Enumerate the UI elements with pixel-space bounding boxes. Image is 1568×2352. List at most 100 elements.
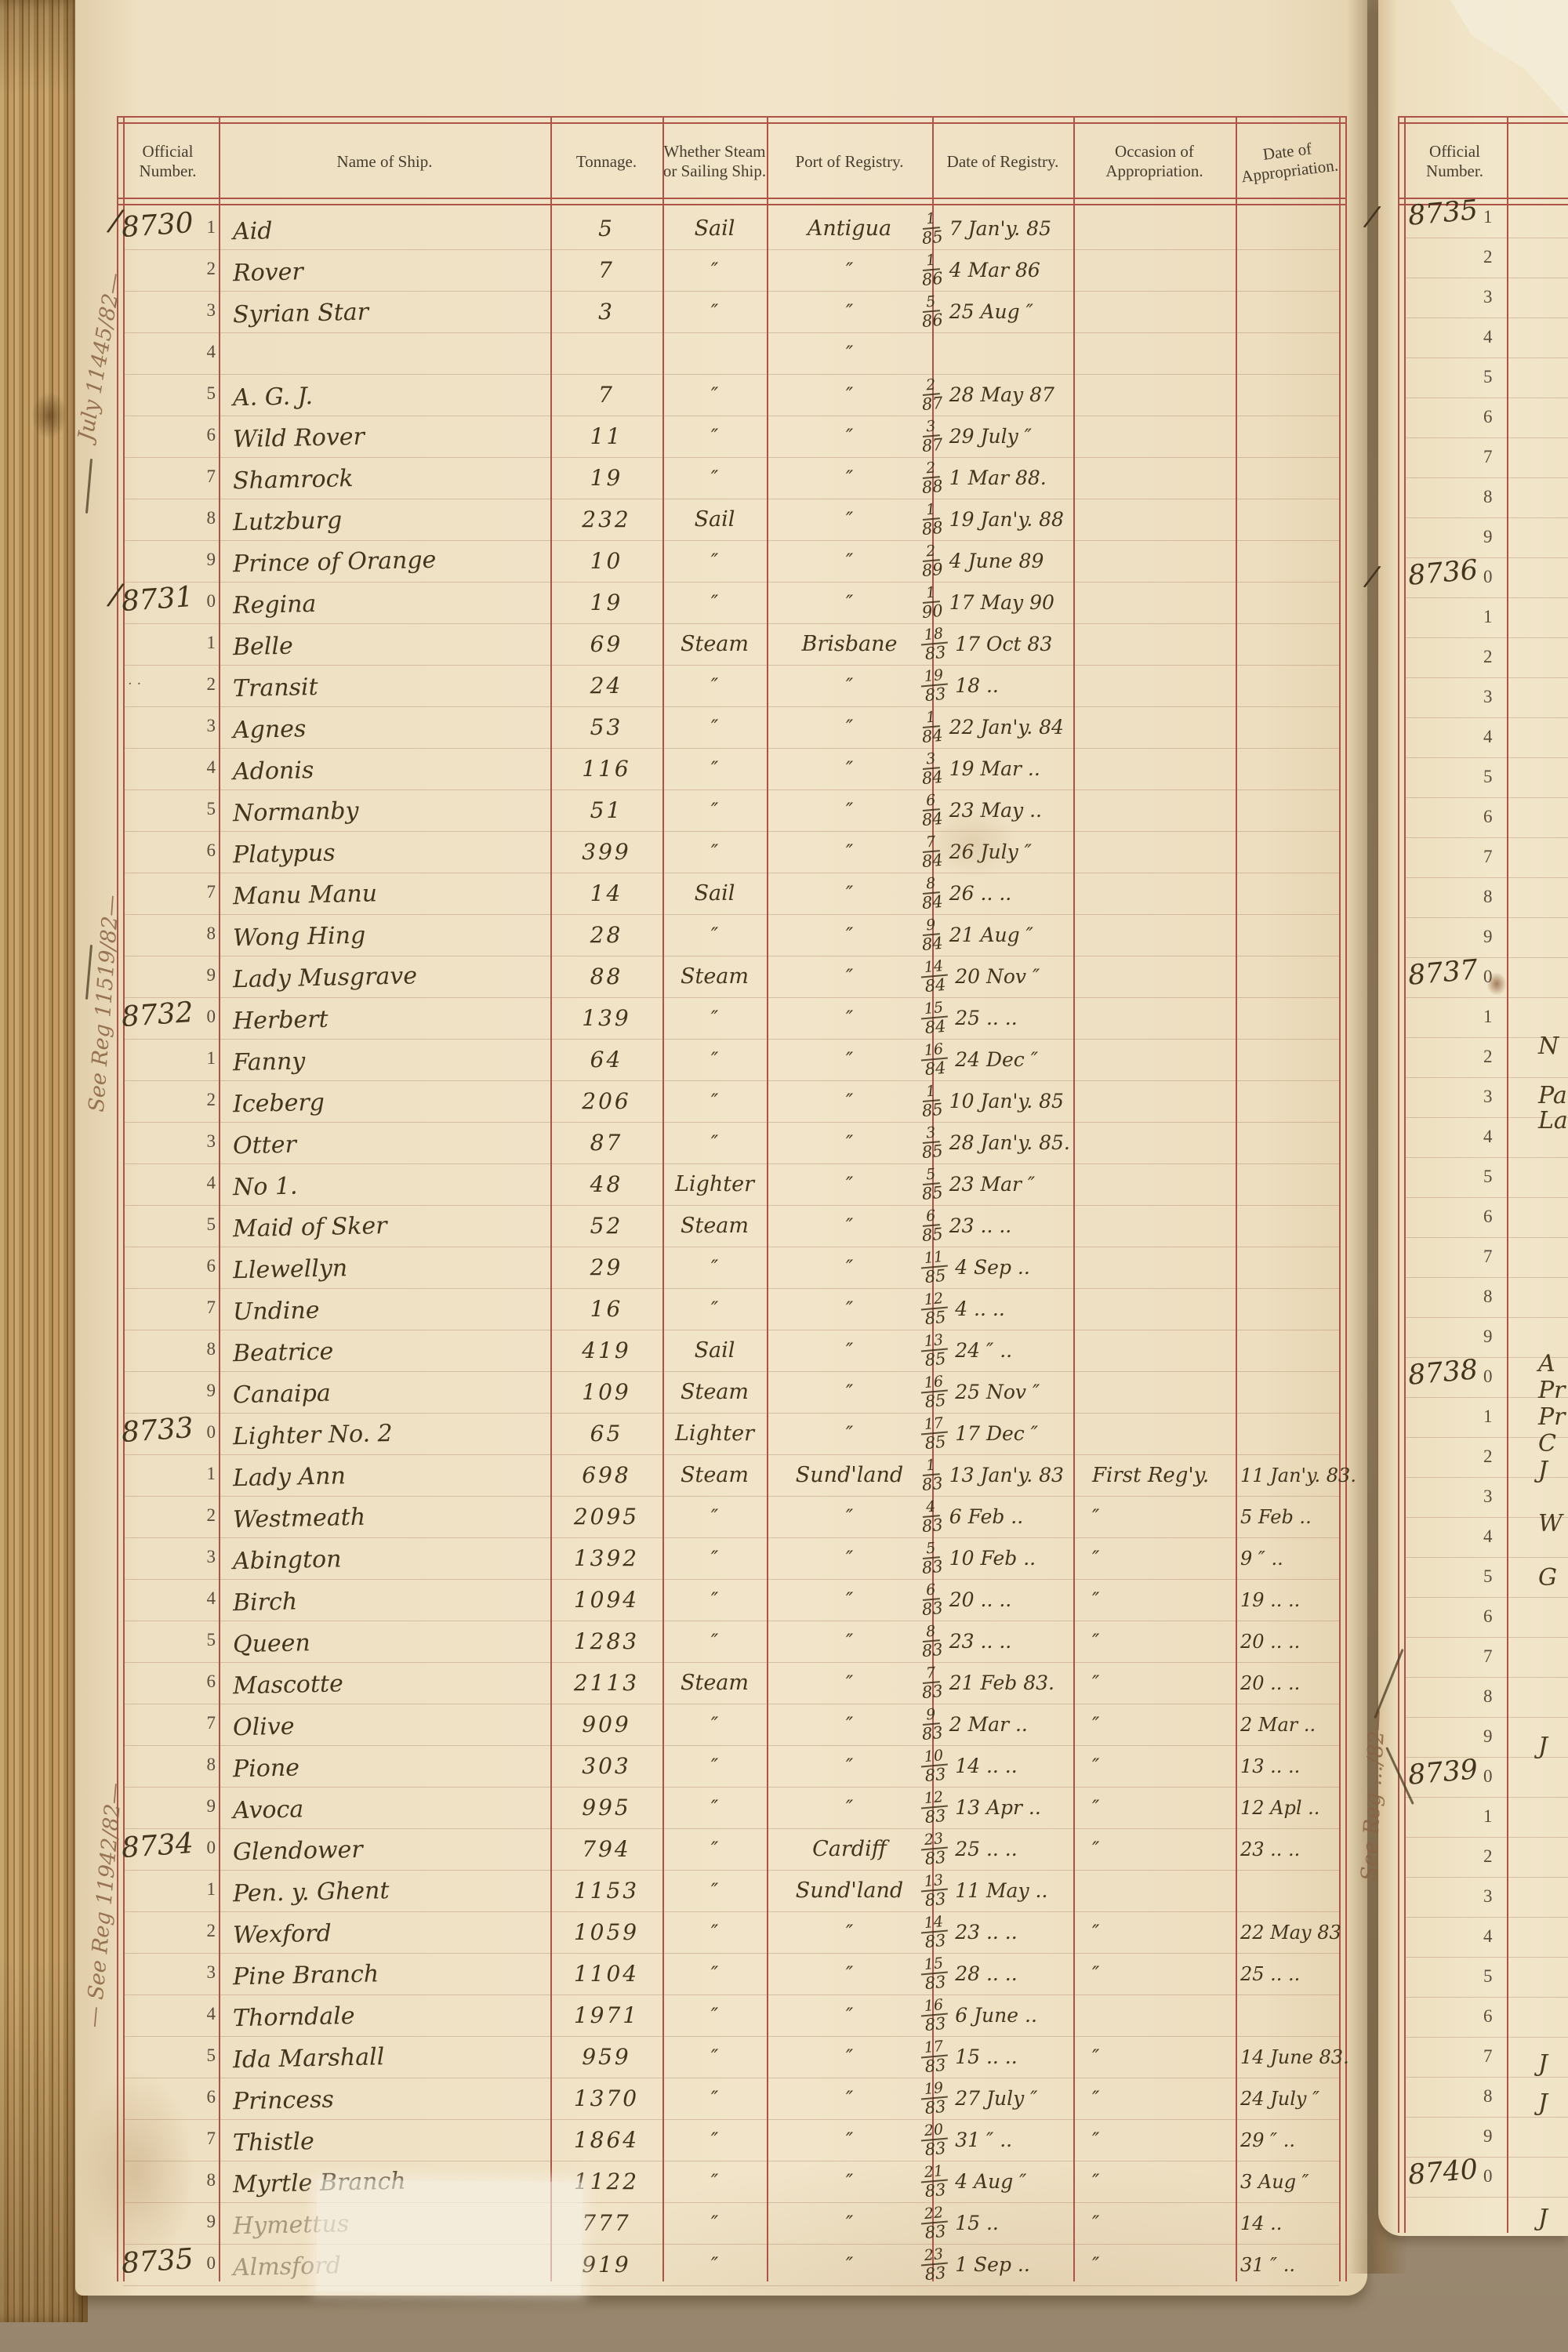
row-rule [123, 1662, 1339, 1663]
registry-date: 17 May 90 [949, 591, 1054, 614]
registry-date: 23 .. .. [949, 1214, 1012, 1237]
table-row: 8740 0 [1378, 2154, 1568, 2197]
table-row: 5 [1378, 1157, 1568, 1197]
port-cell: ″ [845, 1505, 854, 1528]
row-digit: 7 [1483, 1646, 1493, 1666]
row-digit: 0 [206, 1838, 216, 1857]
table-row: 9 [1378, 917, 1568, 957]
official-number-cell: 5 [117, 1205, 219, 1247]
row-digit: 8 [206, 1755, 216, 1774]
rig-cell: Sail [694, 216, 735, 241]
date-of-registry-cell: 23 83 1 Sep .. [920, 2244, 1073, 2285]
registry-fraction: 2 89 [920, 542, 944, 580]
rig-cell: Sail [694, 507, 735, 532]
torn-page-corner [1450, 0, 1568, 118]
row-digit: 7 [1483, 847, 1493, 866]
registry-date: 2 Mar .. [949, 1713, 1028, 1736]
registry-fraction: 12 85 [920, 1290, 949, 1328]
fraction-numerator: 1 [921, 583, 941, 604]
registry-date: 20 Nov ″ [955, 965, 1040, 988]
row-digit: 8 [206, 2170, 216, 2190]
rig-cell: ″ [710, 1007, 719, 1029]
date-of-registry-cell: 8 83 23 .. .. [921, 1621, 1073, 1662]
date-of-registry-cell: 16 84 24 Dec ″ [920, 1039, 1073, 1080]
rig-cell: ″ [710, 2212, 719, 2234]
table-row: 9 Hymettus 777 ″ ″ 22 83 15 .. ″ 14 .. [75, 2202, 1367, 2244]
date-of-registry-cell: 16 85 25 Nov ″ [920, 1371, 1073, 1413]
tonnage-cell: 1283 [573, 1628, 640, 1654]
rig-cell: ″ [710, 2170, 719, 2193]
table-row: 3 Abington 1392 ″ ″ 5 83 10 Feb .. ″ 9 ″ .. [75, 1537, 1367, 1579]
table-row: 5 Queen 1283 ″ ″ 8 83 23 .. .. ″ 20 .. .. [75, 1621, 1367, 1662]
fraction-year: 83 [924, 1889, 947, 1910]
table-row: 6 [1378, 397, 1568, 437]
row-rule [123, 1080, 1339, 1081]
fraction-year: 85 [924, 1265, 947, 1287]
port-cell: ″ [845, 1256, 854, 1279]
tonnage-cell: 1370 [573, 2085, 640, 2111]
registry-date: 7 Jan'y. 85 [949, 217, 1051, 240]
row-rule [123, 789, 1339, 790]
port-cell: ″ [845, 1048, 854, 1071]
registry-date: 23 .. .. [955, 1921, 1018, 1944]
row-digit: 8 [1483, 1686, 1493, 1706]
registry-date: 21 Feb 83. [949, 1671, 1054, 1694]
tonnage-cell: 794 [582, 1836, 631, 1862]
occasion-cell: ″ [1092, 1588, 1100, 1611]
registry-date: 21 Aug ″ [949, 924, 1033, 946]
table-row: 3 Syrian Star 3 ″ ″ 5 86 25 Aug ″ [75, 291, 1367, 332]
date-of-appropriation-cell: 3 Aug ″ [1240, 2170, 1309, 2193]
table-row: ∕ 8730 1 Aid 5 Sail Antigua 1 85 7 Jan'y. 85 [75, 202, 1367, 249]
official-number-cell: 9 [117, 1787, 219, 1828]
table-row: 3 [1378, 1477, 1568, 1517]
occasion-cell: ″ [1092, 2129, 1100, 2151]
table-row: 87370 [1378, 954, 1568, 997]
row-digit: 1 [206, 633, 216, 652]
row-digit: 8 [1483, 487, 1493, 506]
tonnage-cell: 29 [590, 1254, 623, 1280]
row-rule [123, 1496, 1339, 1497]
rig-cell: ″ [710, 1588, 719, 1611]
date-of-appropriation-cell: 12 Apl .. [1240, 1796, 1320, 1819]
official-number-cell: 6 [117, 831, 219, 873]
row-digit: 2 [1483, 1846, 1493, 1866]
table-row: 1 [1378, 1397, 1568, 1437]
registry-date: 4 Aug ″ [955, 2170, 1027, 2193]
header-rule [1398, 198, 1568, 199]
row-digit: 4 [206, 1173, 216, 1192]
date-of-registry-cell: 3 84 19 Mar .. [921, 748, 1073, 789]
rig-cell: ″ [710, 1962, 719, 1985]
tonnage-cell: 1864 [573, 2127, 640, 2153]
ship-name-cell: No 1. [232, 1172, 298, 1202]
row-rule [123, 748, 1339, 749]
edge-text-fragment: J [1538, 1733, 1548, 1760]
date-of-appropriation-cell: 31 ″ .. [1240, 2253, 1296, 2276]
ship-name-cell: Fanny [232, 1047, 306, 1077]
registry-date: 24 Dec ″ [955, 1048, 1039, 1071]
ship-name-cell: Rover [232, 258, 304, 288]
row-rule [1404, 1197, 1568, 1198]
fraction-year: 83 [924, 1847, 947, 1868]
table-row: 9 [1378, 1317, 1568, 1357]
registry-date: 28 May 87 [949, 383, 1054, 406]
row-digit: 4 [206, 2004, 216, 2024]
row-digit: 6 [1483, 1606, 1493, 1626]
tonnage-cell: 206 [582, 1088, 631, 1114]
fraction-numerator: 2 [921, 376, 941, 396]
date-of-registry-cell: 10 83 14 .. .. [920, 1745, 1073, 1787]
official-number-cell: 5 [117, 2036, 219, 2078]
col-header-date-of-appropriation: Date of Appropriation. [1240, 139, 1340, 187]
official-number: 8735 [1406, 194, 1479, 232]
fraction-year: 85 [920, 1182, 944, 1203]
ship-name-cell: Lighter No. 2 [232, 1419, 394, 1451]
row-rule [123, 1787, 1339, 1788]
ship-name-cell: Wexford [232, 1919, 332, 1950]
port-cell: Sund'land [795, 1878, 904, 1903]
fraction-numerator: 1 [921, 1082, 941, 1102]
fraction-year: 85 [920, 1099, 944, 1120]
date-of-registry-cell: 12 83 13 Apr .. [920, 1787, 1073, 1828]
row-digit: 1 [206, 1879, 216, 1899]
port-cell: ″ [845, 1713, 854, 1736]
fraction-numerator: 6 [921, 1207, 941, 1227]
official-number-cell: 3 [117, 706, 219, 748]
